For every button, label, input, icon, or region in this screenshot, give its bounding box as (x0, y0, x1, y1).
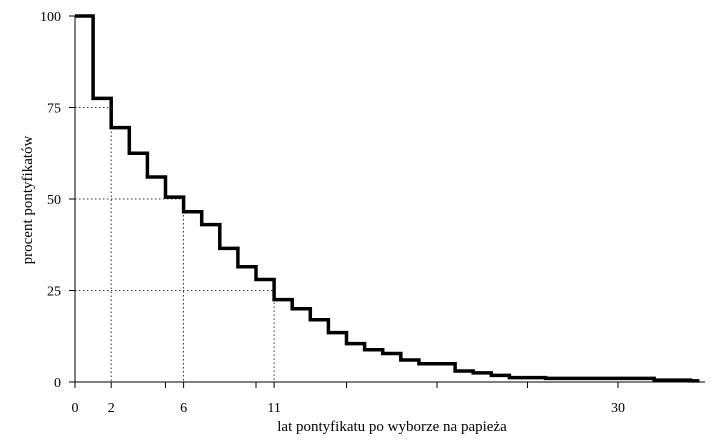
series-layer (75, 14, 700, 383)
tick-labels: 0 25 50 75 100 0 2 6 11 30 (40, 10, 625, 416)
step-line (75, 14, 700, 383)
x-tick-label: 6 (180, 401, 187, 416)
y-tick-label: 75 (47, 102, 61, 117)
x-tick-label: 30 (611, 401, 625, 416)
y-tick-label: 25 (47, 285, 61, 300)
x-tick-label: 2 (108, 401, 115, 416)
x-axis-title: lat pontyfikatu po wyborze na papieża (277, 419, 507, 435)
x-tick-label: 11 (267, 401, 280, 416)
y-tick-label: 50 (47, 193, 61, 208)
y-tick-label: 0 (54, 376, 61, 391)
x-tick-label: 0 (72, 401, 79, 416)
axes (69, 15, 705, 388)
y-axis-title: procent pontyfikatów (20, 135, 36, 264)
y-tick-label: 100 (40, 10, 61, 25)
reference-lines (75, 107, 275, 382)
